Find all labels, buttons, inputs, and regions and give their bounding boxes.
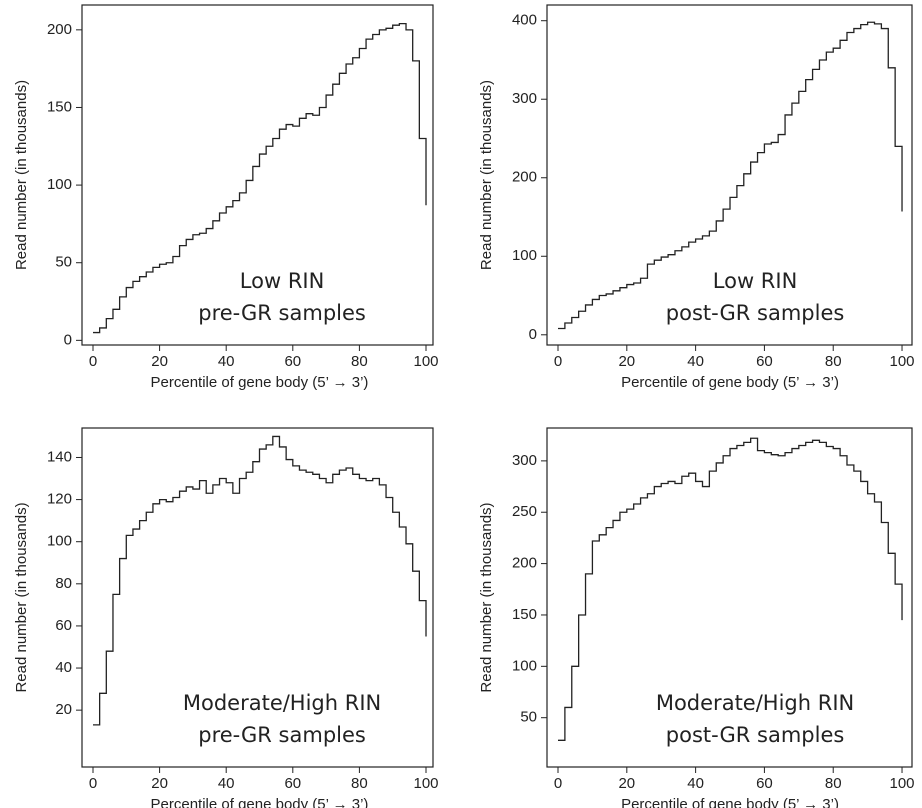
x-tick-label: 0	[554, 353, 562, 370]
x-axis-title: Percentile of gene body (5’ → 3’)	[151, 796, 369, 808]
x-tick-label: 0	[89, 353, 97, 370]
y-tick-label: 200	[47, 21, 72, 38]
x-tick-label: 100	[890, 353, 915, 370]
y-tick-label: 100	[47, 176, 72, 193]
x-tick-label: 40	[687, 775, 704, 792]
x-axis-title: Percentile of gene body (5’ → 3’)	[621, 374, 839, 391]
x-tick-label: 20	[151, 353, 168, 370]
x-tick-label: 60	[756, 353, 773, 370]
x-tick-label: 100	[413, 353, 438, 370]
x-tick-label: 40	[687, 353, 704, 370]
y-tick-label: 140	[47, 448, 72, 465]
y-tick-label: 0	[529, 326, 537, 343]
annotation: pre-GR samples	[198, 301, 366, 325]
annotation: post-GR samples	[666, 723, 845, 747]
x-tick-label: 60	[756, 775, 773, 792]
y-tick-label: 120	[47, 491, 72, 508]
plot-frame	[81, 4, 434, 346]
y-tick-label: 150	[47, 98, 72, 115]
y-tick-label: 50	[55, 254, 72, 271]
x-tick-label: 40	[218, 353, 235, 370]
annotation: post-GR samples	[666, 301, 845, 325]
y-tick-label: 50	[520, 709, 537, 726]
annotation: Moderate/High RIN	[656, 691, 854, 715]
x-tick-label: 0	[89, 775, 97, 792]
y-tick-label: 200	[512, 555, 537, 572]
annotation: Moderate/High RIN	[183, 691, 381, 715]
x-tick-label: 80	[825, 353, 842, 370]
y-tick-label: 60	[55, 617, 72, 634]
y-tick-label: 400	[512, 12, 537, 29]
y-axis-title: Read number (in thousands)	[478, 502, 495, 692]
y-tick-label: 20	[55, 701, 72, 718]
y-tick-label: 0	[64, 331, 72, 348]
y-tick-label: 300	[512, 90, 537, 107]
data-line	[92, 22, 427, 334]
y-tick-label: 150	[512, 606, 537, 623]
plot-frame	[546, 4, 913, 346]
y-tick-label: 200	[512, 169, 537, 186]
plot-frame	[81, 427, 434, 768]
y-axis-title: Read number (in thousands)	[13, 502, 30, 692]
y-tick-label: 100	[512, 247, 537, 264]
y-axis-title: Read number (in thousands)	[13, 80, 30, 270]
y-tick-label: 40	[55, 659, 72, 676]
x-tick-label: 80	[351, 353, 368, 370]
y-tick-label: 300	[512, 452, 537, 469]
x-tick-label: 60	[284, 775, 301, 792]
plot-frame	[546, 427, 913, 768]
x-tick-label: 20	[618, 353, 635, 370]
x-tick-label: 60	[284, 353, 301, 370]
y-tick-label: 250	[512, 503, 537, 520]
x-tick-label: 80	[351, 775, 368, 792]
x-axis-title: Percentile of gene body (5’ → 3’)	[621, 796, 839, 808]
x-tick-label: 80	[825, 775, 842, 792]
annotation: Low RIN	[240, 269, 325, 293]
data-line	[558, 437, 903, 741]
x-tick-label: 20	[618, 775, 635, 792]
x-tick-label: 0	[554, 775, 562, 792]
data-line	[92, 435, 427, 726]
y-tick-label: 100	[47, 533, 72, 550]
data-line	[558, 21, 903, 330]
annotation: Low RIN	[713, 269, 798, 293]
y-tick-label: 100	[512, 657, 537, 674]
x-tick-label: 100	[890, 775, 915, 792]
x-tick-label: 100	[413, 775, 438, 792]
y-tick-label: 80	[55, 575, 72, 592]
y-axis-title: Read number (in thousands)	[478, 80, 495, 270]
x-tick-label: 20	[151, 775, 168, 792]
annotation: pre-GR samples	[198, 723, 366, 747]
x-axis-title: Percentile of gene body (5’ → 3’)	[151, 374, 369, 391]
x-tick-label: 40	[218, 775, 235, 792]
